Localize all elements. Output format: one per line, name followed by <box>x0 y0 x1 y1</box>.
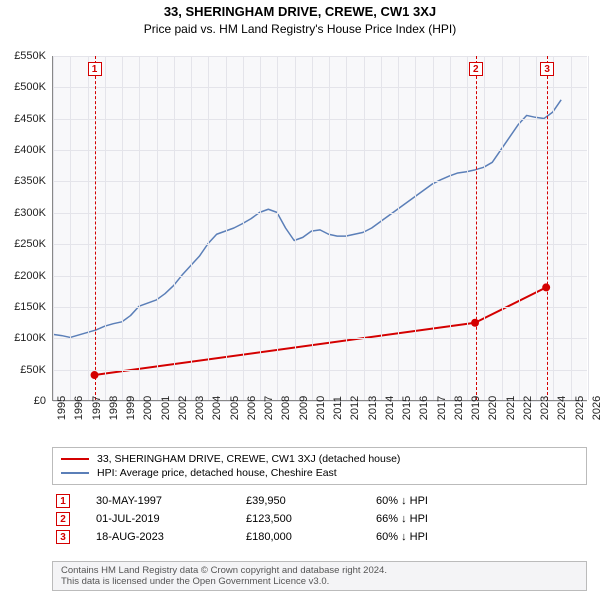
y-tick-label: £550K <box>14 50 46 62</box>
y-tick-label: £400K <box>14 144 46 156</box>
x-tick-label: 2013 <box>367 396 379 420</box>
y-tick-label: £350K <box>14 175 46 187</box>
y-axis-labels: £0£50K£100K£150K£200K£250K£300K£350K£400… <box>0 56 50 401</box>
y-tick-label: £250K <box>14 238 46 250</box>
x-tick-label: 2008 <box>280 396 292 420</box>
chart-legend: 33, SHERINGHAM DRIVE, CREWE, CW1 3XJ (de… <box>52 447 587 485</box>
chart-subtitle: Price paid vs. HM Land Registry's House … <box>0 22 600 36</box>
event-marker-line <box>95 56 96 400</box>
x-tick-label: 2018 <box>453 396 465 420</box>
x-tick-label: 2015 <box>401 396 413 420</box>
x-tick-label: 2006 <box>246 396 258 420</box>
x-tick-label: 2017 <box>436 396 448 420</box>
event-marker-badge: 1 <box>88 62 102 76</box>
event-row-pct: 60% ↓ HPI <box>376 531 428 543</box>
x-tick-label: 1995 <box>56 396 68 420</box>
x-tick-label: 2016 <box>418 396 430 420</box>
event-row: 1 30-MAY-1997£39,95060% ↓ HPI <box>52 492 587 510</box>
chart-svg <box>53 56 587 400</box>
event-row-price: £123,500 <box>246 513 376 525</box>
x-tick-label: 2019 <box>470 396 482 420</box>
x-tick-label: 1997 <box>91 396 103 420</box>
x-tick-label: 2023 <box>539 396 551 420</box>
x-tick-label: 2012 <box>349 396 361 420</box>
x-tick-label: 2001 <box>160 396 172 420</box>
y-tick-label: £300K <box>14 207 46 219</box>
event-row-pct: 66% ↓ HPI <box>376 513 428 525</box>
y-tick-label: £150K <box>14 301 46 313</box>
chart-plot-area: 1 2 3 <box>52 56 587 401</box>
event-row: 3 18-AUG-2023£180,00060% ↓ HPI <box>52 528 587 546</box>
x-tick-label: 2007 <box>263 396 275 420</box>
x-tick-label: 2025 <box>574 396 586 420</box>
x-tick-label: 1998 <box>108 396 120 420</box>
x-tick-label: 1996 <box>73 396 85 420</box>
footer-line-1: Contains HM Land Registry data © Crown c… <box>61 565 578 576</box>
x-tick-label: 2022 <box>522 396 534 420</box>
footer-line-2: This data is licensed under the Open Gov… <box>61 576 578 587</box>
event-row-badge: 1 <box>56 494 70 508</box>
event-row-date: 01-JUL-2019 <box>96 513 246 525</box>
event-row-date: 30-MAY-1997 <box>96 495 246 507</box>
event-marker-line <box>547 56 548 400</box>
legend-label: 33, SHERINGHAM DRIVE, CREWE, CW1 3XJ (de… <box>97 453 400 465</box>
legend-item: HPI: Average price, detached house, Ches… <box>61 466 578 480</box>
event-row: 2 01-JUL-2019£123,50066% ↓ HPI <box>52 510 587 528</box>
x-tick-label: 2010 <box>315 396 327 420</box>
y-tick-label: £200K <box>14 270 46 282</box>
x-tick-label: 2002 <box>177 396 189 420</box>
chart-title: 33, SHERINGHAM DRIVE, CREWE, CW1 3XJ <box>0 4 600 19</box>
legend-swatch <box>61 472 89 474</box>
footer-attribution: Contains HM Land Registry data © Crown c… <box>52 561 587 591</box>
event-marker-badge: 2 <box>469 62 483 76</box>
legend-item: 33, SHERINGHAM DRIVE, CREWE, CW1 3XJ (de… <box>61 452 578 466</box>
event-row-badge: 2 <box>56 512 70 526</box>
x-tick-label: 2009 <box>298 396 310 420</box>
y-tick-label: £100K <box>14 332 46 344</box>
event-row-price: £180,000 <box>246 531 376 543</box>
x-tick-label: 2014 <box>384 396 396 420</box>
x-tick-label: 1999 <box>125 396 137 420</box>
legend-label: HPI: Average price, detached house, Ches… <box>97 467 337 479</box>
x-tick-label: 2003 <box>194 396 206 420</box>
event-row-badge: 3 <box>56 530 70 544</box>
event-marker-line <box>476 56 477 400</box>
event-row-price: £39,950 <box>246 495 376 507</box>
event-row-pct: 60% ↓ HPI <box>376 495 428 507</box>
x-tick-label: 2005 <box>229 396 241 420</box>
x-tick-label: 2026 <box>591 396 600 420</box>
x-tick-label: 2021 <box>505 396 517 420</box>
x-tick-label: 2004 <box>211 396 223 420</box>
event-marker-badge: 3 <box>540 62 554 76</box>
y-tick-label: £0 <box>34 395 46 407</box>
x-tick-label: 2024 <box>556 396 568 420</box>
y-tick-label: £50K <box>20 364 46 376</box>
y-tick-label: £450K <box>14 113 46 125</box>
x-tick-label: 2000 <box>142 396 154 420</box>
events-table: 130-MAY-1997£39,95060% ↓ HPI201-JUL-2019… <box>52 492 587 546</box>
y-tick-label: £500K <box>14 81 46 93</box>
x-tick-label: 2020 <box>487 396 499 420</box>
event-row-date: 18-AUG-2023 <box>96 531 246 543</box>
legend-swatch <box>61 458 89 460</box>
x-tick-label: 2011 <box>332 396 344 420</box>
